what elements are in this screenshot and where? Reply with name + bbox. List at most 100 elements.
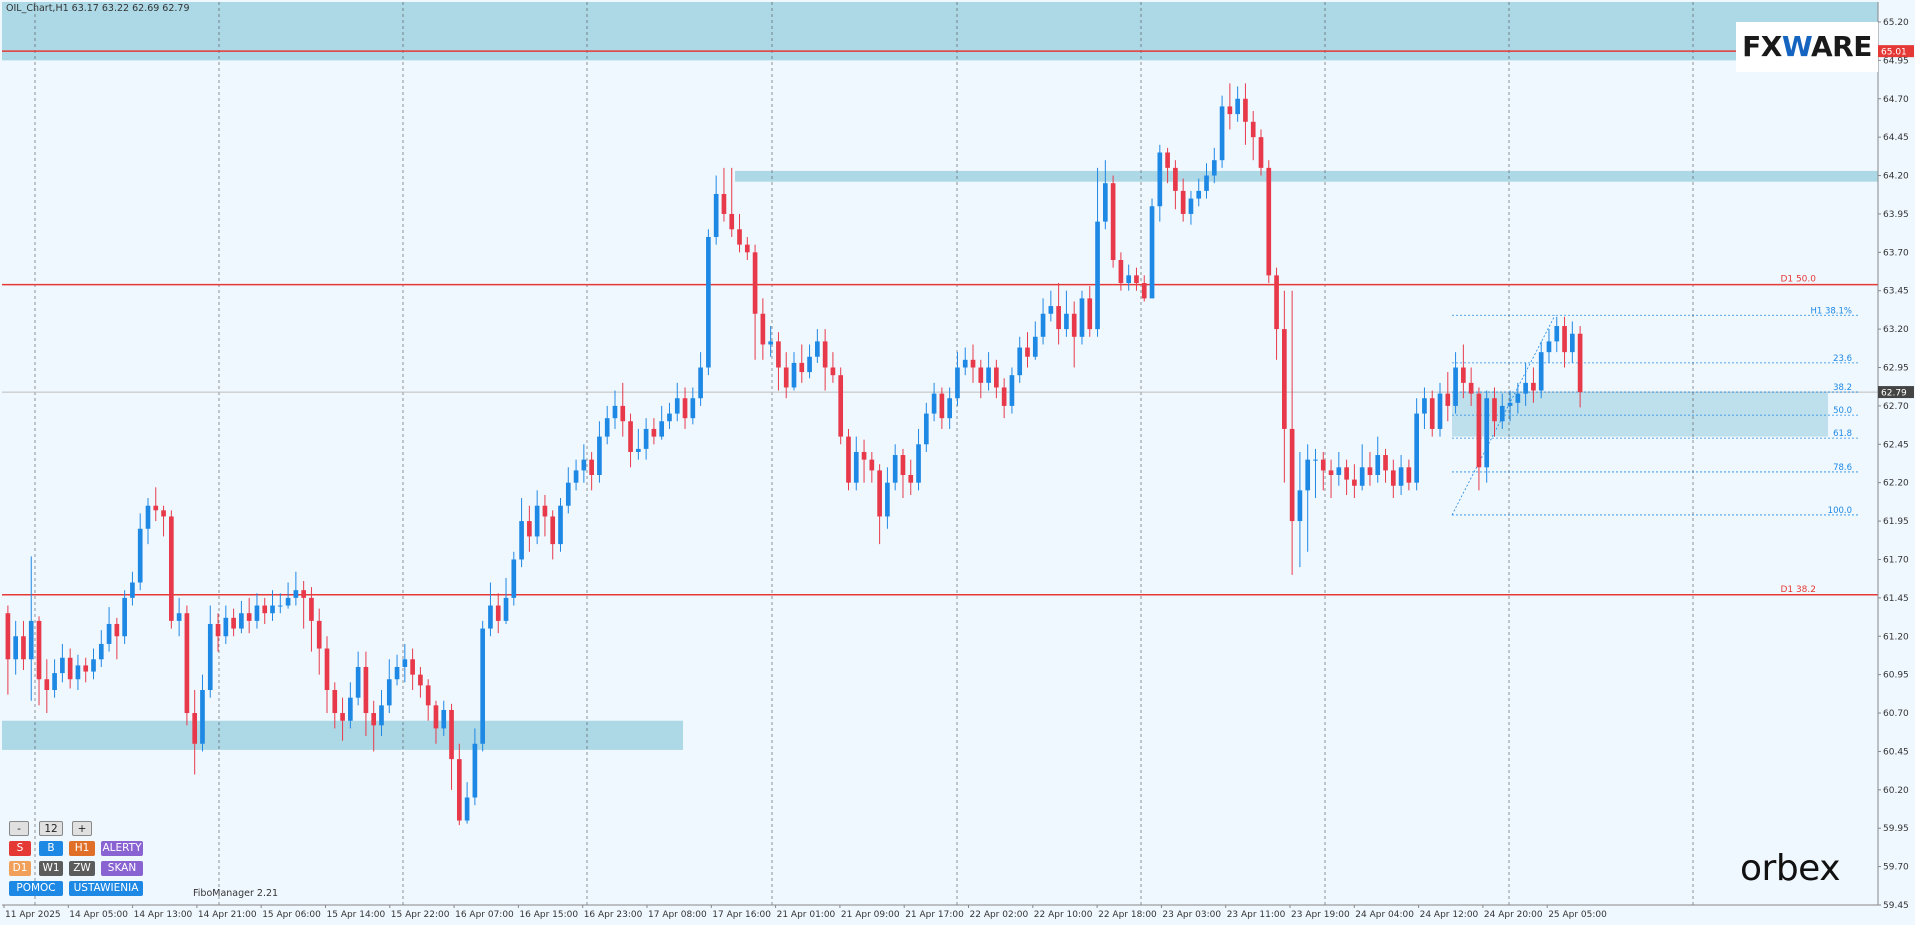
- candle-167: [1305, 459, 1311, 491]
- y-tick-label-22: 59.70: [1883, 863, 1909, 873]
- candle-181: [1414, 413, 1419, 483]
- candle-63: [495, 605, 501, 621]
- candle-151: [1180, 190, 1186, 214]
- candle-67: [527, 521, 532, 537]
- candle-183: [1429, 398, 1435, 429]
- candlestick-series: [5, 83, 1583, 826]
- y-tick-label-21: 59.95: [1883, 824, 1909, 834]
- candle-52: [410, 659, 415, 675]
- candle-179: [1398, 467, 1404, 486]
- candle-121: [947, 398, 952, 419]
- candle-141: [1102, 183, 1108, 222]
- timeframe-d1-button[interactable]: D1: [9, 861, 31, 876]
- fibo-label-6: 100.0: [1828, 506, 1852, 516]
- candle-34: [270, 605, 275, 614]
- candle-142: [1110, 183, 1116, 260]
- candle-145: [1134, 275, 1139, 284]
- candle-28: [223, 617, 229, 637]
- candle-76: [597, 436, 602, 475]
- y-tick-label-8: 63.20: [1883, 325, 1909, 335]
- candle-126: [986, 367, 991, 383]
- y-tick-label-19: 60.45: [1883, 747, 1909, 757]
- x-tick-label-13: 21 Apr 09:00: [841, 910, 900, 920]
- scan-button[interactable]: SKAN: [101, 861, 143, 876]
- candle-120: [939, 393, 945, 419]
- candle-66: [519, 521, 524, 560]
- help-button[interactable]: POMOC: [9, 881, 63, 896]
- x-tick-label-4: 15 Apr 06:00: [262, 910, 321, 920]
- candle-150: [1173, 167, 1178, 191]
- candle-77: [604, 418, 610, 437]
- y-tick-label-18: 60.70: [1883, 709, 1909, 719]
- candle-45: [355, 666, 361, 698]
- y-tick-label-16: 61.20: [1883, 632, 1909, 642]
- candle-99: [776, 341, 781, 368]
- candle-131: [1025, 347, 1030, 357]
- candle-186: [1453, 367, 1458, 406]
- timeframe-h1-button[interactable]: H1: [69, 841, 95, 856]
- candle-173: [1352, 479, 1357, 486]
- candle-4: [36, 620, 42, 680]
- candle-35: [277, 605, 283, 607]
- candle-190: [1484, 398, 1490, 468]
- candle-88: [690, 398, 696, 419]
- candle-57: [449, 709, 454, 760]
- candle-73: [573, 470, 579, 483]
- candle-109: [853, 451, 859, 483]
- zoom-value-field[interactable]: 12: [39, 821, 63, 836]
- y-tick-label-15: 61.45: [1883, 594, 1909, 604]
- candle-189: [1476, 393, 1482, 468]
- zone-3: [1452, 392, 1828, 437]
- candle-64: [503, 597, 509, 621]
- candle-71: [558, 505, 563, 545]
- candle-20: [161, 510, 166, 517]
- candle-90: [706, 236, 711, 368]
- zw-button[interactable]: ZW: [69, 861, 95, 876]
- settings-button[interactable]: USTAWIENIA: [69, 881, 143, 896]
- timeframe-w1-button[interactable]: W1: [39, 861, 63, 876]
- zoom-plus-button[interactable]: +: [72, 821, 92, 836]
- horizontal-levels: D1 50.0 D1 38.2: [2, 50, 1878, 596]
- y-tick-label-3: 64.45: [1883, 133, 1909, 143]
- candle-168: [1313, 459, 1318, 461]
- candle-180: [1406, 467, 1412, 483]
- candle-97: [760, 313, 766, 345]
- candle-84: [659, 421, 665, 437]
- candle-135: [1056, 306, 1061, 330]
- candle-202: [1577, 333, 1583, 393]
- candle-200: [1562, 326, 1567, 353]
- candle-86: [674, 398, 680, 414]
- sell-button[interactable]: S: [9, 841, 31, 856]
- candle-40: [316, 620, 322, 649]
- fibo-manager-label: FiboManager 2.21: [193, 888, 279, 899]
- candle-12: [98, 643, 104, 660]
- x-tick-label-23: 24 Apr 20:00: [1484, 910, 1543, 920]
- alerts-button[interactable]: ALERTY: [101, 841, 143, 856]
- candle-81: [636, 448, 641, 452]
- x-tick-label-8: 16 Apr 15:00: [519, 910, 578, 920]
- candle-6: [52, 673, 57, 690]
- candle-140: [1095, 221, 1100, 330]
- candle-39: [309, 597, 314, 621]
- candle-25: [200, 690, 205, 744]
- candle-74: [581, 459, 587, 471]
- fibo-label-4: 61.8: [1833, 429, 1852, 439]
- candle-144: [1126, 275, 1132, 284]
- candle-72: [565, 482, 571, 506]
- x-tick-label-3: 14 Apr 21:00: [198, 910, 257, 920]
- zoom-minus-button[interactable]: -: [9, 821, 29, 836]
- y-tick-label-17: 60.95: [1883, 671, 1909, 681]
- candle-41: [324, 648, 330, 690]
- candle-134: [1048, 306, 1054, 314]
- candle-33: [262, 605, 268, 614]
- level-label-2: D1 38.2: [1780, 585, 1816, 595]
- candle-70: [550, 516, 556, 545]
- candle-201: [1569, 333, 1575, 353]
- candle-24: [192, 713, 198, 744]
- candle-155: [1211, 160, 1217, 176]
- candle-116: [908, 475, 914, 483]
- buy-button[interactable]: B: [39, 841, 63, 856]
- x-tick-label-5: 15 Apr 14:00: [327, 910, 386, 920]
